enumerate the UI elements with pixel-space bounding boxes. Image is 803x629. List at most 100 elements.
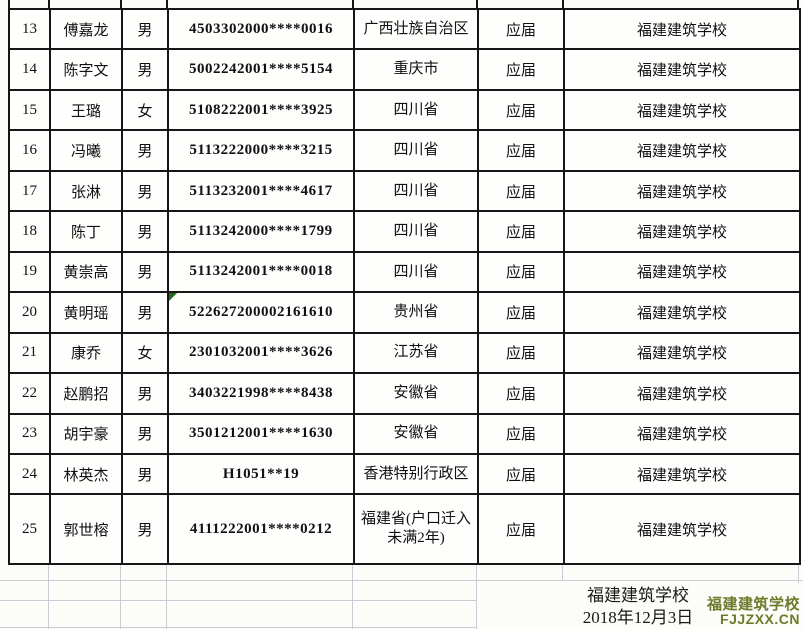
cell-id[interactable]: 5113242001****0018 <box>167 250 355 294</box>
cell-name[interactable]: 王璐 <box>49 88 123 132</box>
cell-id[interactable]: H1051**19 <box>167 452 355 496</box>
cell-name[interactable]: 胡宇豪 <box>49 412 123 455</box>
cell-seq[interactable]: 16 <box>8 129 51 172</box>
cell-origin[interactable]: 贵州省 <box>353 291 479 334</box>
cell-id[interactable]: 5113232001****4617 <box>167 169 355 213</box>
cell-seq[interactable]: 20 <box>8 291 51 334</box>
cell-name[interactable]: 郭世榕 <box>49 493 123 565</box>
cell-id[interactable]: 5108222001****3925 <box>167 88 355 132</box>
cell-gender[interactable]: 男 <box>121 291 169 334</box>
cell-origin[interactable]: 重庆市 <box>353 48 479 91</box>
cell-status[interactable]: 应届 <box>477 210 565 253</box>
cell-origin[interactable]: 福建省(户口迁入未满2年) <box>353 493 479 565</box>
cell-status[interactable]: 应届 <box>477 169 565 213</box>
cell-id[interactable]: 5113222000****3215 <box>167 129 355 172</box>
cell-gender[interactable]: 男 <box>121 48 169 91</box>
cell-name[interactable]: 冯曦 <box>49 129 123 172</box>
cell-school[interactable]: 福建建筑学校 <box>563 129 801 172</box>
cell-gender[interactable]: 男 <box>121 7 169 51</box>
cell-gender[interactable]: 男 <box>121 129 169 172</box>
cell-id[interactable]: 4503302000****0016 <box>167 7 355 51</box>
cell-origin[interactable]: 四川省 <box>353 210 479 253</box>
cell-gender[interactable]: 男 <box>121 412 169 455</box>
cell-name[interactable]: 黄崇高 <box>49 250 123 294</box>
cell-school[interactable]: 福建建筑学校 <box>563 452 801 496</box>
cell-origin[interactable]: 四川省 <box>353 169 479 213</box>
cell-school[interactable]: 福建建筑学校 <box>563 48 801 91</box>
cell-origin[interactable]: 安徽省 <box>353 372 479 415</box>
cell-gender[interactable]: 男 <box>121 452 169 496</box>
cell-gender[interactable]: 男 <box>121 372 169 415</box>
cell-seq[interactable]: 22 <box>8 372 51 415</box>
cell-id[interactable]: 4111222001****0212 <box>167 493 355 565</box>
cell-seq[interactable]: 15 <box>8 88 51 132</box>
cell-gender[interactable]: 男 <box>121 210 169 253</box>
cell-id[interactable]: 3501212001****1630 <box>167 412 355 455</box>
cell-origin[interactable]: 香港特别行政区 <box>353 452 479 496</box>
cell-id[interactable]: 5113242000****1799 <box>167 210 355 253</box>
cell-origin[interactable]: 四川省 <box>353 88 479 132</box>
cell-seq[interactable]: 19 <box>8 250 51 294</box>
table-row: 16 冯曦男 5113222000****3215 四川省 应届 福建建筑学校 <box>8 129 801 172</box>
cell-seq[interactable]: 18 <box>8 210 51 253</box>
grid-tick <box>562 0 564 9</box>
grid-tick <box>48 0 50 9</box>
cell-gender[interactable]: 男 <box>121 493 169 565</box>
cell-seq[interactable]: 14 <box>8 48 51 91</box>
cell-name[interactable]: 陈字文 <box>49 48 123 91</box>
cell-school[interactable]: 福建建筑学校 <box>563 493 801 565</box>
cell-status[interactable]: 应届 <box>477 372 565 415</box>
cell-name[interactable]: 陈丁 <box>49 210 123 253</box>
cell-id[interactable]: 5002242001****5154 <box>167 48 355 91</box>
cell-gender[interactable]: 男 <box>121 169 169 213</box>
cell-name[interactable]: 林英杰 <box>49 452 123 496</box>
cell-seq[interactable]: 21 <box>8 331 51 375</box>
cell-status[interactable]: 应届 <box>477 331 565 375</box>
cell-name[interactable]: 赵鹏招 <box>49 372 123 415</box>
cell-origin[interactable]: 广西壮族自治区 <box>353 7 479 51</box>
grid-tick <box>8 0 10 9</box>
cell-id[interactable]: 3403221998****8438 <box>167 372 355 415</box>
cell-status[interactable]: 应届 <box>477 250 565 294</box>
cell-status[interactable]: 应届 <box>477 129 565 172</box>
cell-school[interactable]: 福建建筑学校 <box>563 169 801 213</box>
cell-school[interactable]: 福建建筑学校 <box>563 210 801 253</box>
cell-school[interactable]: 福建建筑学校 <box>563 291 801 334</box>
cell-name[interactable]: 黄明瑶 <box>49 291 123 334</box>
table-row: 21 康乔女 2301032001****3626 江苏省 应届 福建建筑学校 <box>8 331 801 375</box>
cell-school[interactable]: 福建建筑学校 <box>563 372 801 415</box>
cell-school[interactable]: 福建建筑学校 <box>563 250 801 294</box>
cell-school[interactable]: 福建建筑学校 <box>563 7 801 51</box>
cell-seq[interactable]: 23 <box>8 412 51 455</box>
cell-seq[interactable]: 24 <box>8 452 51 496</box>
cell-origin[interactable]: 江苏省 <box>353 331 479 375</box>
cell-id[interactable]: 2301032001****3626 <box>167 331 355 375</box>
cell-school[interactable]: 福建建筑学校 <box>563 88 801 132</box>
cell-gender[interactable]: 女 <box>121 88 169 132</box>
cell-name[interactable]: 康乔 <box>49 331 123 375</box>
cell-gender[interactable]: 女 <box>121 331 169 375</box>
cell-gender[interactable]: 男 <box>121 250 169 294</box>
footer-school-name: 福建建筑学校 <box>587 586 689 605</box>
cell-school[interactable]: 福建建筑学校 <box>563 412 801 455</box>
table-row: 15 王璐女 5108222001****3925 四川省 应届 福建建筑学校 <box>8 88 801 132</box>
cell-status[interactable]: 应届 <box>477 452 565 496</box>
cell-origin[interactable]: 四川省 <box>353 129 479 172</box>
cell-status[interactable]: 应届 <box>477 493 565 565</box>
table-row: 18 陈丁男 5113242000****1799 四川省 应届 福建建筑学校 <box>8 210 801 253</box>
cell-seq[interactable]: 17 <box>8 169 51 213</box>
footer-signature[interactable]: 福建建筑学校 2018年12月3日 <box>477 580 799 629</box>
cell-origin[interactable]: 四川省 <box>353 250 479 294</box>
cell-status[interactable]: 应届 <box>477 88 565 132</box>
cell-seq[interactable]: 13 <box>8 7 51 51</box>
cell-name[interactable]: 张淋 <box>49 169 123 213</box>
cell-status[interactable]: 应届 <box>477 48 565 91</box>
cell-seq[interactable]: 25 <box>8 493 51 565</box>
cell-school[interactable]: 福建建筑学校 <box>563 331 801 375</box>
cell-status[interactable]: 应届 <box>477 291 565 334</box>
cell-name[interactable]: 傅嘉龙 <box>49 7 123 51</box>
cell-status[interactable]: 应届 <box>477 7 565 51</box>
cell-origin[interactable]: 安徽省 <box>353 412 479 455</box>
cell-id[interactable]: 522627200002161610 <box>167 291 355 334</box>
cell-status[interactable]: 应届 <box>477 412 565 455</box>
